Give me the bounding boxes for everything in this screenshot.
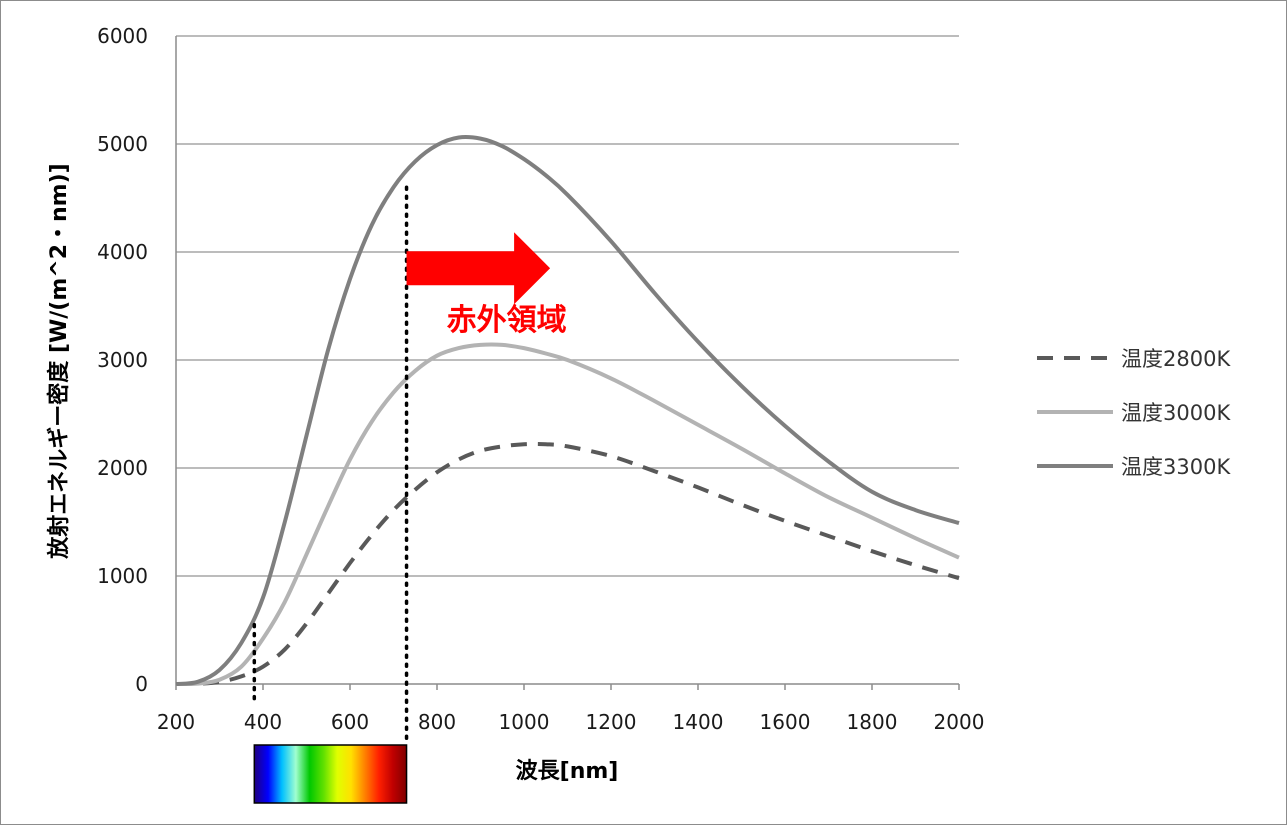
y-tick-label: 0 (135, 672, 148, 696)
axes: 0 1000 2000 3000 4000 5000 6000 200 400 600 800 100… (97, 24, 984, 734)
x-tick-label: 1200 (586, 710, 637, 734)
x-tick-label: 400 (244, 710, 282, 734)
x-tick-label: 1600 (760, 710, 811, 734)
visible-spectrum-bar (253, 744, 408, 804)
y-tick-label: 4000 (97, 240, 148, 264)
series-lines (175, 134, 960, 687)
x-tick-label: 600 (331, 710, 369, 734)
y-tick-label: 5000 (97, 132, 148, 156)
infrared-region-label: 赤外領域 (447, 303, 567, 338)
y-tick-label: 2000 (97, 456, 148, 480)
legend-label: 温度3300K (1121, 455, 1231, 479)
x-tick-label: 800 (418, 710, 456, 734)
y-tick-label: 1000 (97, 564, 148, 588)
y-tick-label: 3000 (97, 348, 148, 372)
legend: 温度2800K 温度3000K 温度3300K (1037, 347, 1231, 479)
x-tick-label: 1000 (499, 710, 550, 734)
series-line-温度2800K (175, 441, 960, 687)
x-tick-label: 2000 (934, 710, 985, 734)
y-tick-label: 6000 (97, 24, 148, 48)
y-axis-title: 放射エネルギー密度 [W/(m^2・nm)] (46, 163, 72, 559)
x-axis-title: 波長[nm] (516, 759, 619, 784)
annotations: 赤外領域 (252, 185, 567, 804)
legend-label: 温度2800K (1121, 347, 1231, 371)
infrared-arrow (406, 232, 551, 305)
x-tick-label: 1800 (847, 710, 898, 734)
series-line-温度3300K (175, 134, 960, 686)
legend-label: 温度3000K (1121, 401, 1231, 425)
x-tick-label: 1400 (673, 710, 724, 734)
x-tick-label: 200 (157, 710, 195, 734)
series-line-温度3000K (175, 342, 960, 687)
